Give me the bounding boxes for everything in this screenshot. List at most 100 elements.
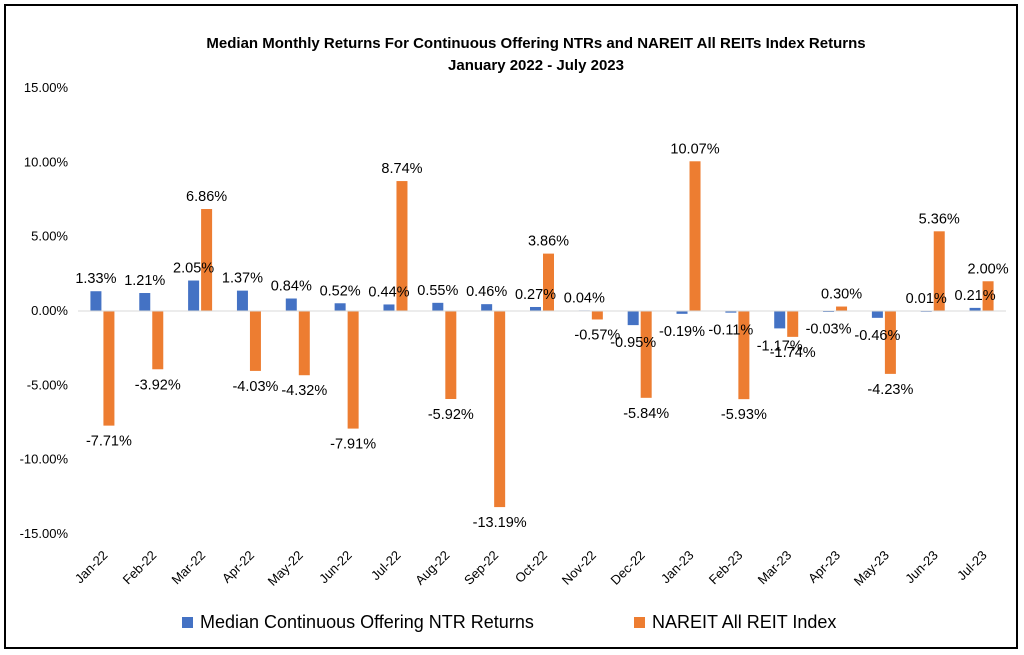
nareit-bar <box>738 311 750 400</box>
nareit-data-label: 10.07% <box>670 141 719 157</box>
ntr-bar <box>774 311 786 329</box>
legend-swatch-nareit <box>634 617 645 628</box>
nareit-bar <box>982 281 994 311</box>
ntr-bar <box>871 311 883 318</box>
nareit-bar <box>103 311 115 426</box>
nareit-data-label: 6.86% <box>186 189 227 205</box>
nareit-data-label: -1.74% <box>770 345 816 361</box>
ntr-bar <box>188 280 200 311</box>
x-tick-label: Dec-22 <box>608 548 648 588</box>
nareit-bar <box>347 311 359 429</box>
nareit-data-label: 5.36% <box>919 211 960 227</box>
y-tick-label: -10.00% <box>20 452 69 467</box>
nareit-bar <box>445 311 457 400</box>
nareit-bar <box>591 311 603 320</box>
nareit-data-label: 0.30% <box>821 287 862 303</box>
ntr-data-label: 0.55% <box>417 283 458 299</box>
nareit-bar <box>933 231 945 311</box>
legend-label-nareit: NAREIT All REIT Index <box>652 612 836 632</box>
ntr-data-label: 0.52% <box>320 283 361 299</box>
x-tick-label: Apr-23 <box>805 548 843 586</box>
x-tick-label: May-22 <box>265 548 306 589</box>
chart-subtitle: January 2022 - July 2023 <box>448 57 624 74</box>
y-tick-label: 0.00% <box>31 303 68 318</box>
ntr-data-label: 2.05% <box>173 261 214 277</box>
ntr-bar <box>969 307 981 311</box>
x-tick-label: Jan-22 <box>72 548 111 587</box>
x-tick-label: Jun-22 <box>316 548 355 587</box>
nareit-data-label: -5.92% <box>428 407 474 423</box>
ntr-data-label: -0.19% <box>659 324 705 340</box>
ntr-data-label: 0.84% <box>271 279 312 295</box>
data-labels: 1.33% 1.21% 2.05% 1.37% 0.84% 0.52% 0.44% 0.55%… <box>75 141 1008 531</box>
nareit-data-label: -3.92% <box>135 377 181 393</box>
y-tick-label: 10.00% <box>24 154 69 169</box>
nareit-bar <box>543 253 554 311</box>
y-tick-label: 15.00% <box>24 80 69 95</box>
nareit-bar <box>640 311 652 398</box>
ntr-data-label: 0.44% <box>368 284 409 300</box>
ntr-data-label: 0.27% <box>515 287 556 303</box>
ntr-bar <box>676 311 688 314</box>
ntr-data-label: 1.33% <box>75 271 116 287</box>
x-axis: Jan-22 Feb-22 Mar-22 Apr-22 May-22 Jun-22 Jul-… <box>72 548 990 589</box>
nareit-data-label: 8.74% <box>381 161 422 177</box>
x-tick-label: Sep-22 <box>461 548 501 588</box>
x-tick-label: Jan-23 <box>658 548 697 587</box>
y-tick-label: -5.00% <box>27 377 69 392</box>
nareit-data-label: -4.03% <box>232 379 278 395</box>
chart-frame: Median Monthly Returns For Continuous Of… <box>4 4 1018 649</box>
y-tick-label: -15.00% <box>20 526 69 541</box>
nareit-bar <box>249 311 261 371</box>
legend-label-ntr: Median Continuous Offering NTR Returns <box>200 612 534 632</box>
x-tick-label: May-23 <box>851 548 892 589</box>
nareit-bar <box>494 311 506 508</box>
ntr-data-label: 1.37% <box>222 271 263 287</box>
ntr-data-label: -0.95% <box>610 335 656 351</box>
nareit-bar <box>689 161 701 311</box>
ntr-data-label: 0.46% <box>466 284 507 300</box>
ntr-data-label: -0.11% <box>708 323 753 339</box>
nareit-bar <box>152 311 164 370</box>
nareit-bar <box>787 311 799 337</box>
nareit-data-label: -13.19% <box>473 515 527 531</box>
ntr-bar <box>627 311 639 326</box>
nareit-data-label: -5.84% <box>623 406 669 422</box>
legend-swatch-ntr <box>182 617 193 628</box>
nareit-data-label: -4.23% <box>867 382 913 398</box>
x-tick-label: Oct-22 <box>512 548 550 586</box>
legend: Median Continuous Offering NTR Returns NA… <box>182 612 836 632</box>
ntr-data-label: -1.17% <box>757 338 803 354</box>
nareit-data-label: -0.57% <box>574 327 620 343</box>
x-tick-label: Jun-23 <box>902 548 941 587</box>
bars <box>90 161 994 508</box>
x-tick-label: Mar-22 <box>168 548 208 588</box>
ntr-bar <box>90 291 102 311</box>
nareit-data-label: 3.86% <box>528 234 569 250</box>
ntr-data-label: -0.46% <box>854 328 900 344</box>
x-tick-label: Jul-22 <box>368 548 404 584</box>
nareit-data-label: -5.93% <box>721 407 767 423</box>
x-tick-label: Nov-22 <box>559 548 599 588</box>
ntr-data-label: 0.21% <box>955 288 996 304</box>
bar-chart: Median Monthly Returns For Continuous Of… <box>20 35 1009 632</box>
x-tick-label: Aug-22 <box>412 548 452 588</box>
x-tick-label: Feb-23 <box>706 548 746 588</box>
ntr-data-label: -0.03% <box>806 321 852 337</box>
x-tick-label: Jul-23 <box>954 548 990 584</box>
ntr-bar <box>530 306 541 311</box>
ntr-bar <box>285 298 297 311</box>
ntr-bar <box>481 304 493 311</box>
ntr-bar <box>139 293 151 311</box>
ntr-bar <box>236 290 248 311</box>
nareit-bar <box>836 306 848 311</box>
y-tick-label: 5.00% <box>31 229 68 244</box>
x-tick-label: Apr-22 <box>219 548 257 586</box>
nareit-data-label: 2.00% <box>968 261 1009 277</box>
nareit-bar <box>396 181 408 311</box>
nareit-data-label: -7.71% <box>86 434 132 450</box>
ntr-data-label: 0.04% <box>564 290 605 306</box>
x-tick-label: Feb-22 <box>120 548 160 588</box>
x-tick-label: Mar-23 <box>755 548 795 588</box>
ntr-bar <box>383 304 395 311</box>
